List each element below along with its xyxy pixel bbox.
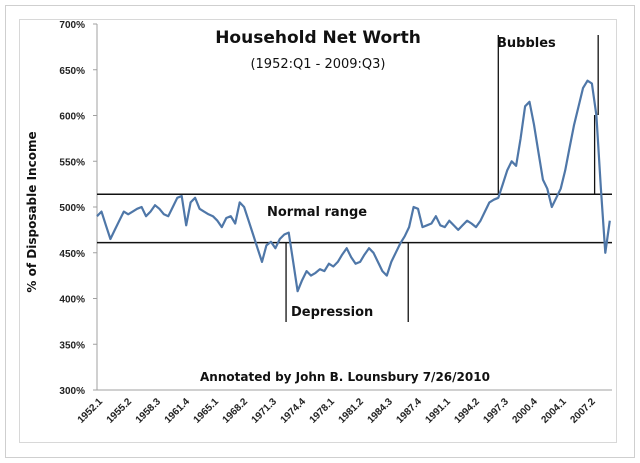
- x-tick-label: 1987.4: [395, 396, 425, 426]
- x-tick-label: 1961.4: [163, 396, 193, 426]
- x-ticks: 1952.1 1955.2 1958.3 1961.4 1965.1 1968.2 1971…: [76, 396, 598, 426]
- y-tick-label: 300%: [59, 386, 85, 397]
- chart-subtitle: (1952:Q1 - 2009:Q3): [250, 57, 385, 72]
- region-marker-lines: [285, 35, 599, 322]
- y-tick-label: 600%: [59, 112, 85, 123]
- y-ticks: 300% 350% 400% 450% 500% 550% 600% 650% 700%: [59, 20, 97, 397]
- y-tick-label: 700%: [59, 20, 85, 31]
- annotation-depression: Depression: [291, 305, 373, 320]
- annotation-normal-range: Normal range: [267, 205, 367, 220]
- y-tick-label: 400%: [59, 295, 85, 306]
- y-tick-label: 450%: [59, 249, 85, 260]
- x-tick-label: 1955.2: [105, 396, 135, 426]
- annotation-bubbles: Bubbles: [497, 36, 556, 51]
- reference-lines: [97, 193, 612, 244]
- x-tick-label: 1994.2: [452, 396, 482, 426]
- annotation-credit: Annotated by John B. Lounsbury 7/26/2010: [200, 370, 490, 384]
- x-tick-label: 2000.4: [510, 396, 540, 426]
- plot-border: [19, 19, 617, 443]
- series-line-household-net-worth: [96, 79, 611, 293]
- y-axis-label: % of Disposable Income: [25, 131, 39, 292]
- x-tick-label: 1978.1: [308, 396, 338, 426]
- x-tick-label: 1968.2: [221, 396, 251, 426]
- x-tick-label: 2007.2: [568, 396, 598, 426]
- x-tick-label: 1958.3: [134, 396, 164, 426]
- y-tick-label: 350%: [59, 340, 85, 351]
- x-tick-label: 1991.1: [424, 396, 454, 426]
- x-tick-label: 1965.1: [192, 396, 222, 426]
- x-tick-label: 1981.2: [337, 396, 367, 426]
- x-tick-label: 1984.3: [366, 396, 396, 426]
- x-tick-label: 1952.1: [76, 396, 106, 426]
- y-tick-label: 500%: [59, 203, 85, 214]
- y-tick-label: 650%: [59, 66, 85, 77]
- chart-title: Household Net Worth: [215, 28, 421, 48]
- chart-frame: [5, 5, 635, 458]
- y-tick-label: 550%: [59, 157, 85, 168]
- x-tick-label: 1997.3: [481, 396, 511, 426]
- x-tick-label: 1971.3: [250, 396, 280, 426]
- x-tick-label: 1974.4: [279, 396, 309, 426]
- x-tick-label: 2004.1: [539, 396, 569, 426]
